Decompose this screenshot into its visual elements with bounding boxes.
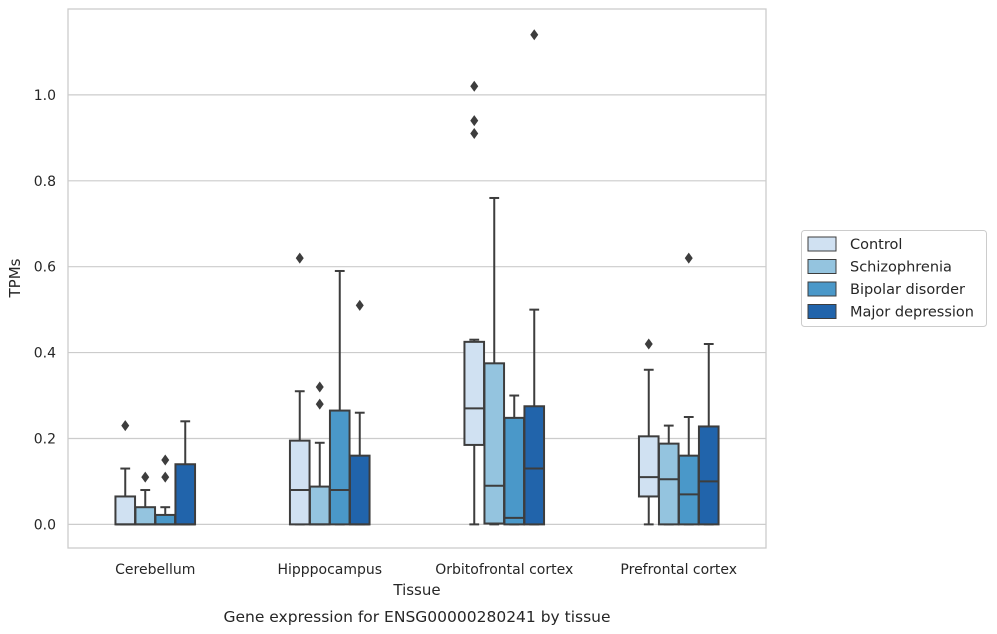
iqr-box	[154, 513, 177, 526]
iqr-box	[348, 454, 371, 526]
x-tick-label: Cerebellum	[115, 562, 195, 578]
iqr-box	[503, 416, 526, 526]
iqr-box	[308, 485, 331, 526]
box-control	[463, 80, 486, 526]
chart-caption: Gene expression for ENSG00000280241 by t…	[223, 608, 610, 626]
outlier-point	[644, 338, 653, 350]
outlier-point	[470, 128, 479, 140]
y-tick-label: 0.6	[34, 260, 56, 276]
plot-area-frame	[67, 8, 767, 549]
iqr-box	[174, 463, 197, 526]
iqr-box	[697, 425, 720, 526]
outlier-point	[295, 252, 304, 264]
x-tick-labels: Cerebellum Hipppocampus Orbitofrontal cort…	[115, 562, 737, 578]
legend-frame	[801, 230, 987, 327]
outlier-point	[161, 471, 170, 483]
legend-label: Control	[850, 237, 902, 253]
box-major-depression	[174, 420, 197, 526]
legend-swatch	[807, 236, 837, 252]
box-groups	[114, 29, 720, 526]
iqr-box	[677, 454, 700, 526]
legend: Control Schizophrenia Bipolar disorder Majo…	[801, 230, 987, 327]
box-major-depression	[523, 29, 546, 526]
y-tick-labels: 0.0 0.2 0.4 0.6 0.8 1.0	[34, 88, 56, 533]
outlier-point	[315, 381, 324, 393]
iqr-box	[657, 442, 680, 526]
box-bipolar-disorder	[154, 454, 177, 526]
outlier-point	[141, 471, 150, 483]
legend-label: Major depression	[850, 305, 974, 321]
iqr-box	[637, 435, 660, 498]
y-tick-label: 0.4	[34, 346, 56, 362]
iqr-box	[114, 495, 137, 526]
box-major-depression	[348, 299, 371, 526]
y-tick-label: 1.0	[34, 88, 56, 104]
outlier-point	[530, 29, 539, 41]
x-tick-label: Orbitofrontal cortex	[435, 562, 573, 578]
iqr-box	[134, 506, 157, 526]
y-tick-label: 0.2	[34, 431, 56, 447]
legend-swatch	[807, 281, 837, 297]
box-control	[288, 252, 311, 526]
legend-swatch	[807, 304, 837, 319]
iqr-box	[328, 409, 351, 526]
outlier-point	[684, 252, 693, 264]
outlier-point	[470, 115, 479, 127]
box-schizophrenia	[308, 381, 331, 526]
box-schizophrenia	[134, 471, 157, 526]
outlier-point	[470, 80, 479, 92]
x-tick-label: Hipppocampus	[277, 562, 382, 578]
box-major-depression	[697, 342, 720, 526]
outlier-point	[355, 299, 364, 311]
box-bipolar-disorder	[328, 269, 351, 526]
outlier-point	[121, 420, 130, 432]
box-control	[114, 420, 137, 526]
y-axis-title: TPMs	[6, 258, 24, 298]
box-bipolar-disorder	[677, 252, 700, 526]
outlier-point	[315, 398, 324, 410]
iqr-box	[483, 362, 506, 525]
iqr-box	[523, 405, 546, 526]
box-bipolar-disorder	[503, 394, 526, 526]
iqr-box	[288, 439, 311, 526]
y-tick-label: 0.0	[34, 517, 56, 533]
legend-label: Bipolar disorder	[850, 282, 965, 298]
box-control	[637, 338, 660, 526]
y-tick-label: 0.8	[34, 174, 56, 190]
legend-label: Schizophrenia	[850, 260, 952, 276]
legend-swatch	[807, 259, 837, 274]
outlier-point	[161, 454, 170, 466]
box-schizophrenia	[483, 196, 506, 526]
x-tick-label: Prefrontal cortex	[620, 562, 737, 578]
iqr-box	[463, 340, 486, 446]
box-schizophrenia	[657, 424, 680, 526]
x-axis-title: Tissue	[392, 581, 440, 599]
legend-entries: Control Schizophrenia Bipolar disorder Majo…	[807, 236, 974, 321]
